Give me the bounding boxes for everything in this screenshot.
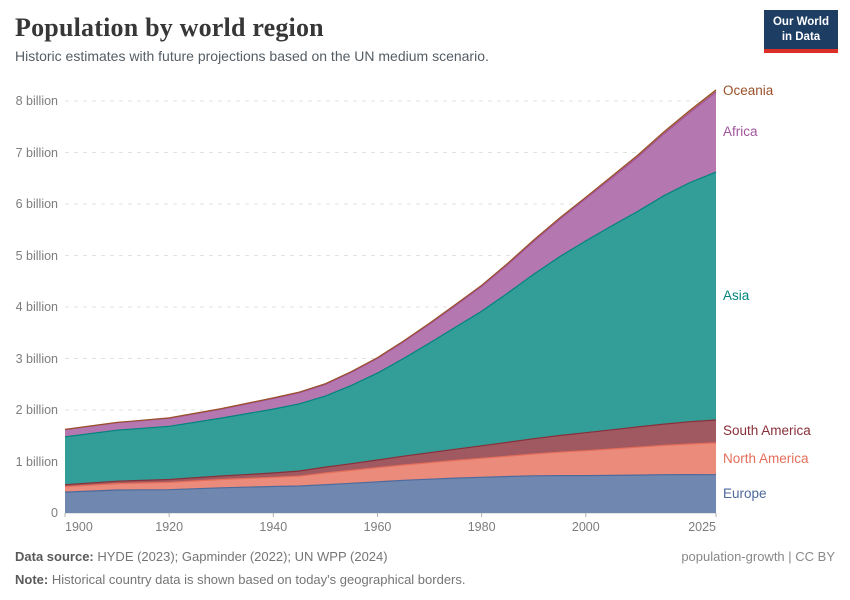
license-line[interactable]: population-growth | CC BY xyxy=(681,549,835,564)
legend-label-asia[interactable]: Asia xyxy=(723,288,750,304)
y-axis-tick-label: 0 xyxy=(51,506,58,520)
note-line: Note: Historical country data is shown b… xyxy=(15,572,466,587)
x-axis-tick-label: 1960 xyxy=(363,520,392,534)
y-axis-tick-label: 5 billion xyxy=(15,248,58,263)
y-axis-tick-label: 7 billion xyxy=(15,145,58,160)
y-axis-tick-label: 4 billion xyxy=(15,300,58,314)
y-axis-tick-label: 3 billion xyxy=(15,351,58,366)
x-axis-tick-label: 1940 xyxy=(259,520,288,534)
line-oceania xyxy=(64,89,717,430)
line-north-america xyxy=(64,442,717,488)
legend-label-europe[interactable]: Europe xyxy=(723,485,767,501)
x-axis-tick-label: 2025 xyxy=(688,520,716,534)
page-title: Population by world region xyxy=(15,13,324,42)
x-axis-tick-label: 1980 xyxy=(467,520,496,534)
area-europe[interactable] xyxy=(65,474,716,513)
legend-label-oceania[interactable]: Oceania xyxy=(723,83,774,98)
chart-footer: Data source: HYDE (2023); Gapminder (202… xyxy=(0,540,850,600)
data-source-line: Data source: HYDE (2023); Gapminder (202… xyxy=(15,549,388,564)
data-source-label: Data source: xyxy=(15,549,94,564)
y-axis-tick-label: 6 billion xyxy=(15,197,58,211)
y-axis-tick-label: 2 billion xyxy=(15,403,58,417)
line-europe xyxy=(64,473,717,493)
owid-logo[interactable]: Our World in Data xyxy=(764,10,838,53)
owid-logo-line1: Our World xyxy=(772,16,829,28)
legend-label-south-america[interactable]: South America xyxy=(723,423,811,439)
line-asia xyxy=(64,171,717,438)
y-axis-tick-label: 1 billion xyxy=(15,454,58,469)
note-value: Historical country data is shown based o… xyxy=(51,572,466,587)
x-axis-tick-label: 2000 xyxy=(571,520,600,534)
x-axis-tick-label: 1920 xyxy=(155,520,184,534)
chart-subtitle: Historic estimates with future projectio… xyxy=(15,48,489,64)
data-source-value: HYDE (2023); Gapminder (2022); UN WPP (2… xyxy=(97,549,388,564)
line-south-america xyxy=(64,419,717,486)
x-axis-tick-label: 1900 xyxy=(65,520,93,534)
y-axis-tick-label: 8 billion xyxy=(15,94,58,108)
owid-logo-accent-bar xyxy=(764,48,838,53)
area-asia[interactable] xyxy=(65,172,716,485)
legend-label-africa[interactable]: Africa xyxy=(723,124,758,140)
note-label: Note: xyxy=(15,572,49,587)
legend-label-north-america[interactable]: North America xyxy=(723,450,809,466)
owid-logo-line2: in Data xyxy=(781,30,821,43)
